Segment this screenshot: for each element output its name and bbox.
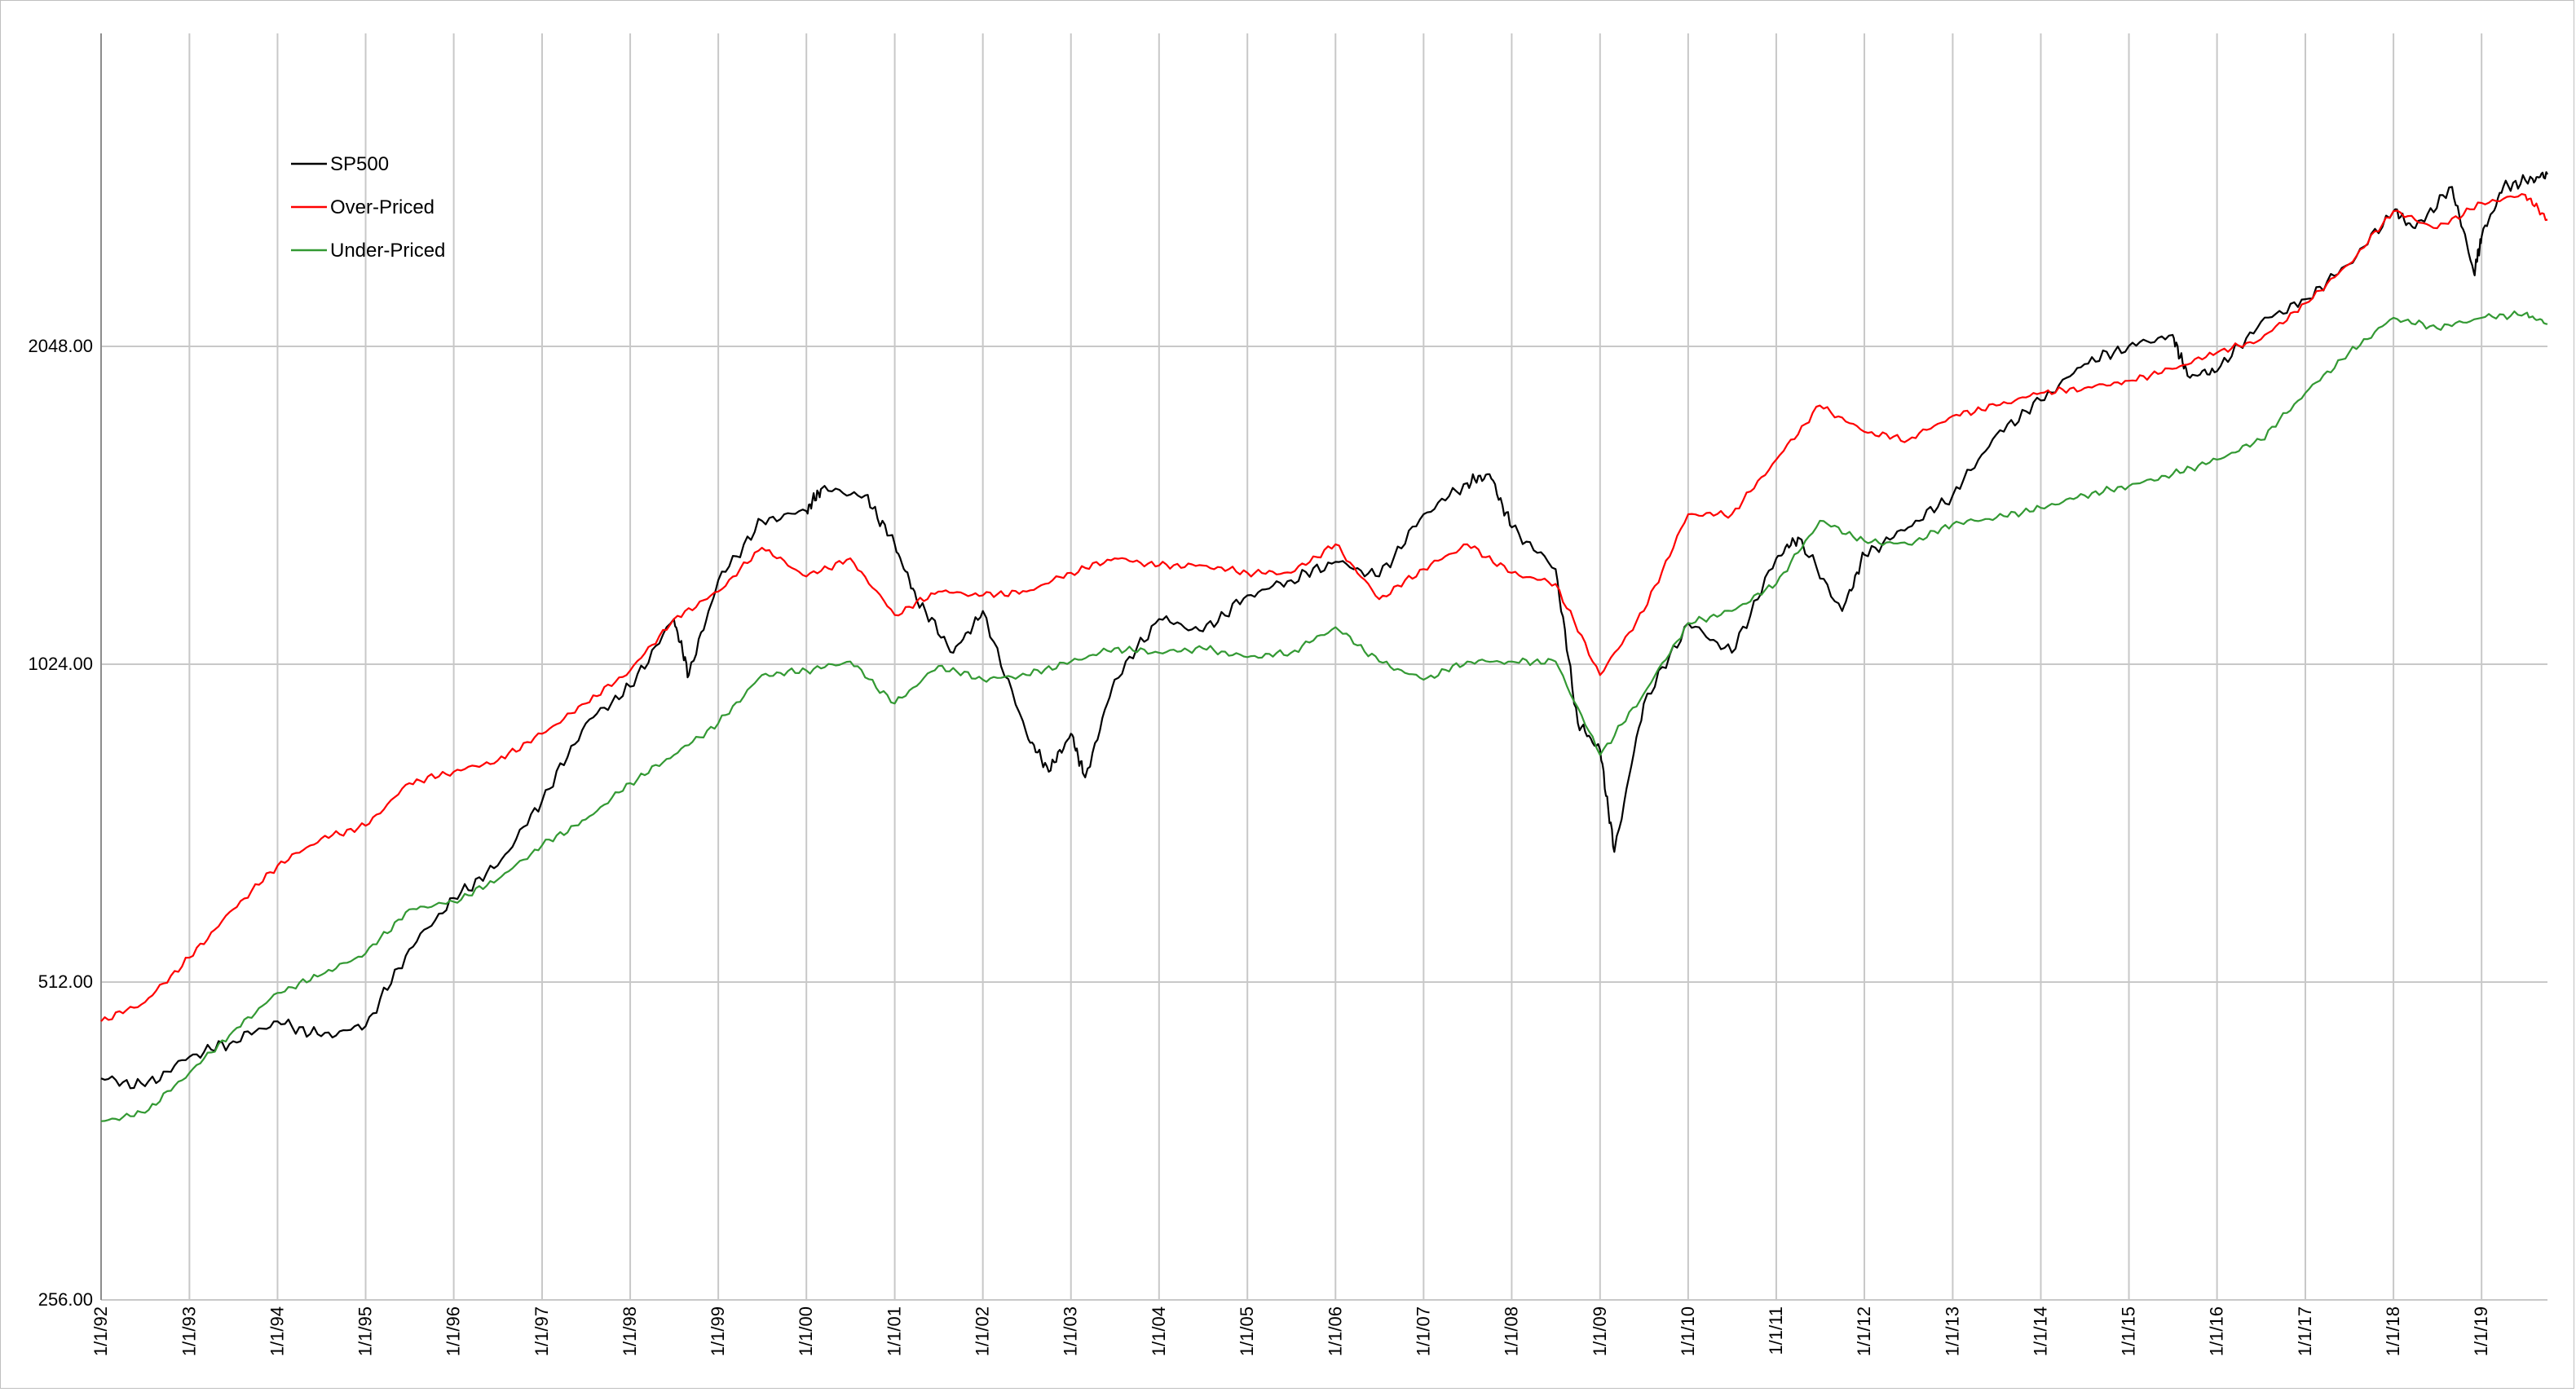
x-tick-label: 1/1/11 [1766,1306,1786,1355]
x-tick-label: 1/1/02 [973,1306,993,1356]
x-tick-label: 1/1/18 [2383,1306,2403,1356]
x-tick-label: 1/1/94 [267,1306,287,1356]
x-tick-label: 1/1/96 [443,1306,464,1356]
series-line-sp500 [100,171,2548,1090]
x-tick-label: 1/1/15 [2119,1306,2139,1356]
axes: 1/1/92 1/1/93 1/1/94 1/1/95 1/1/96 1/1/97 1/1/… [28,33,2491,1356]
legend-label: SP500 [330,153,389,175]
series-line-over-priced [100,193,2548,1022]
y-tick-label: 512.00 [38,971,93,992]
x-tick-label: 1/1/05 [1237,1306,1257,1356]
x-tick-label: 1/1/95 [355,1306,376,1356]
x-tick-label: 1/1/92 [90,1306,111,1356]
legend: SP500 Over-Priced Under-Priced [291,153,445,262]
x-tick-label: 1/1/04 [1149,1306,1169,1356]
y-tick-label: 1024.00 [28,654,93,674]
series-line-under-priced [100,311,2548,1122]
x-tick-label: 1/1/09 [1590,1306,1610,1356]
x-tick-label: 1/1/14 [2030,1306,2050,1356]
y-tick-label: 256.00 [38,1289,93,1310]
series-lines [100,171,2548,1122]
x-tick-label: 1/1/16 [2207,1306,2227,1356]
x-tick-label: 1/1/07 [1413,1306,1433,1356]
x-tick-label: 1/1/03 [1061,1306,1081,1356]
x-tick-label: 1/1/08 [1501,1306,1521,1356]
x-tick-label: 1/1/19 [2471,1306,2491,1356]
x-tick-label: 1/1/99 [708,1306,728,1356]
legend-label: Under-Priced [330,240,445,262]
x-tick-label: 1/1/13 [1942,1306,1962,1356]
x-tick-label: 1/1/01 [884,1306,905,1356]
y-tick-label: 2048.00 [28,336,93,356]
x-tick-label: 1/1/00 [796,1306,816,1356]
legend-label: Over-Priced [330,196,434,218]
gridlines [100,33,2547,1301]
x-tick-label: 1/1/12 [1854,1306,1874,1356]
x-tick-label: 1/1/17 [2295,1306,2315,1356]
x-tick-label: 1/1/98 [620,1306,640,1356]
x-tick-label: 1/1/93 [179,1306,199,1356]
x-tick-label: 1/1/97 [532,1306,552,1356]
x-tick-label: 1/1/06 [1325,1306,1345,1356]
x-tick-label: 1/1/10 [1678,1306,1698,1356]
